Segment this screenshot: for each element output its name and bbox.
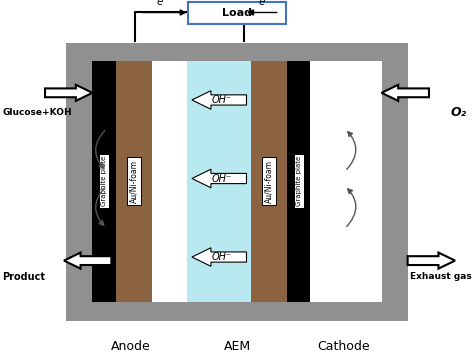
Bar: [92, 61, 382, 302]
Text: OH⁻: OH⁻: [212, 252, 232, 262]
Text: Au/Ni-foam: Au/Ni-foam: [129, 160, 138, 203]
Bar: [287, 61, 310, 302]
Text: Load: Load: [222, 8, 252, 19]
Text: O₂: O₂: [451, 106, 467, 119]
Text: e⁻: e⁻: [156, 0, 168, 7]
FancyArrow shape: [192, 169, 246, 188]
Text: Exhaust gas: Exhaust gas: [410, 272, 472, 281]
Text: AEM: AEM: [223, 340, 251, 353]
FancyArrow shape: [192, 91, 246, 109]
Bar: [251, 61, 287, 302]
Polygon shape: [45, 85, 92, 101]
Polygon shape: [382, 85, 429, 101]
Bar: [116, 61, 152, 302]
Text: Glucose+KOH: Glucose+KOH: [2, 108, 72, 117]
Text: e⁻: e⁻: [258, 0, 270, 7]
Text: Graphite plate: Graphite plate: [296, 156, 301, 206]
Bar: [92, 61, 116, 302]
Text: Product: Product: [2, 272, 46, 282]
Text: Au/Ni-foam: Au/Ni-foam: [264, 160, 273, 203]
Text: Anode: Anode: [110, 340, 150, 353]
Polygon shape: [64, 253, 111, 268]
FancyArrow shape: [192, 248, 246, 266]
Bar: [66, 43, 408, 321]
Text: OH⁻: OH⁻: [212, 95, 232, 105]
Text: OH⁻: OH⁻: [212, 174, 232, 183]
Polygon shape: [408, 253, 455, 268]
FancyBboxPatch shape: [188, 2, 286, 24]
Bar: [187, 61, 251, 302]
Text: Graphite plate: Graphite plate: [101, 156, 107, 206]
Text: Cathode: Cathode: [317, 340, 370, 353]
